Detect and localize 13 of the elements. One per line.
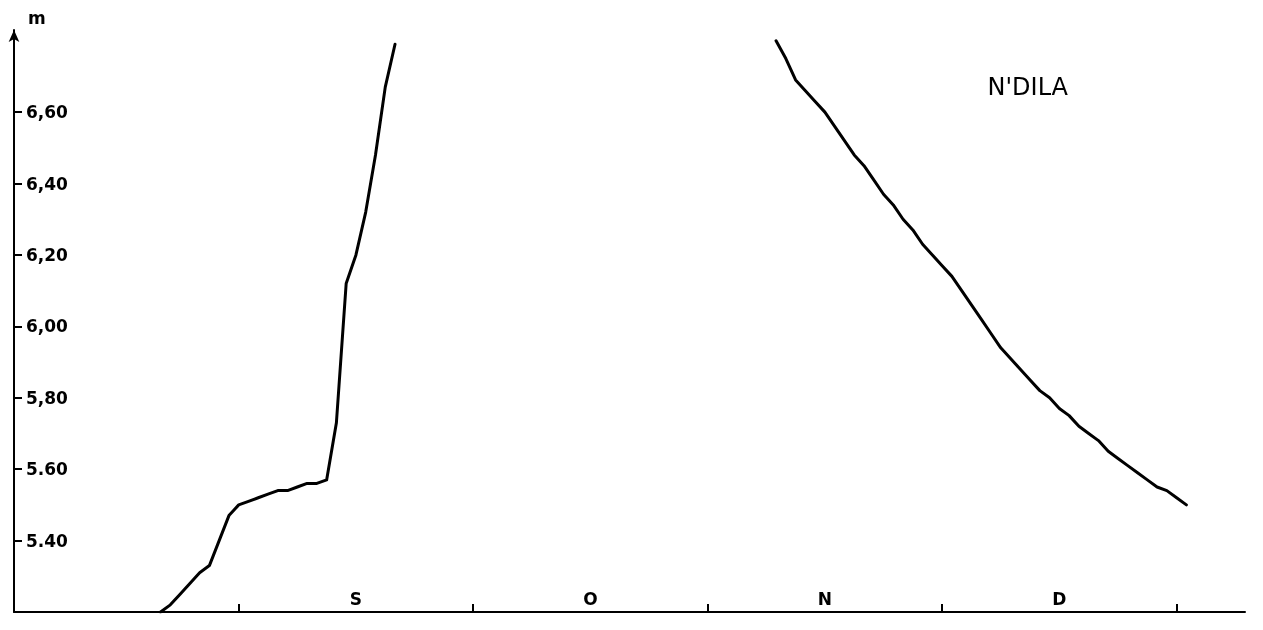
- x-tick-label: O: [583, 588, 598, 609]
- x-tick-label: D: [1052, 588, 1067, 609]
- y-axis-title: m: [28, 7, 46, 28]
- text: N'DILA: [987, 73, 1069, 101]
- y-tick-label: 6,40: [26, 173, 69, 194]
- y-tick-label: 5.60: [26, 459, 69, 480]
- x-tick-label: N: [817, 588, 833, 609]
- y-tick-label: 5.40: [26, 530, 69, 551]
- y-tick-label: 6,00: [26, 316, 69, 337]
- y-tick-label: 6,60: [26, 102, 69, 123]
- y-tick-label: 5,80: [26, 387, 69, 408]
- x-tick-label: S: [349, 588, 363, 609]
- y-tick-label: 6,20: [26, 244, 69, 265]
